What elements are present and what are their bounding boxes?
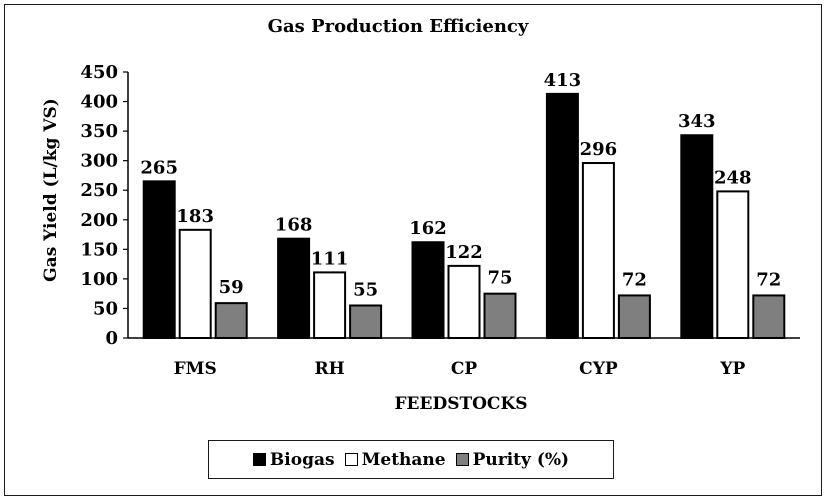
data-label-biogas-cyp: 413 (544, 70, 582, 91)
bar-purity-cyp (617, 294, 651, 340)
data-label-methane-fms: 183 (176, 206, 214, 227)
data-label-purity-cp: 75 (487, 268, 512, 289)
x-tick-label-cp: CP (451, 359, 478, 379)
data-label-purity-cyp: 72 (622, 269, 647, 290)
legend-label-purity: Purity (%) (472, 449, 570, 470)
y-tick-label: 400 (80, 92, 118, 113)
data-label-methane-rh: 111 (311, 248, 349, 269)
legend-item-purity: Purity (%) (455, 449, 570, 470)
legend-swatch-biogas (252, 453, 266, 466)
y-tick-label: 350 (80, 121, 118, 142)
bar-biogas-yp (680, 134, 714, 339)
bar-biogas-cp (411, 241, 445, 340)
data-label-biogas-rh: 168 (275, 215, 313, 236)
bar-biogas-cyp (545, 92, 579, 339)
bar-purity-rh (349, 304, 383, 340)
bar-biogas-fms (142, 180, 176, 339)
bar-biogas-rh (277, 237, 311, 339)
data-label-biogas-fms: 265 (140, 157, 178, 178)
x-tick-label-yp: YP (719, 359, 745, 379)
legend-item-biogas: Biogas (252, 449, 335, 470)
bar-methane-cyp (581, 162, 615, 339)
data-label-biogas-yp: 343 (678, 111, 716, 132)
y-tick-label: 450 (80, 62, 118, 83)
plot-area: 0 50 100 150 200 250 300 350 400 450 265 183 59 FMS 16… (80, 62, 800, 379)
bar-purity-fms (214, 302, 248, 340)
bar-methane-fms (178, 228, 212, 339)
x-tick-label-cyp: CYP (579, 359, 618, 379)
legend-label-methane: Methane (361, 449, 446, 470)
legend-swatch-methane (344, 453, 358, 466)
y-tick-label: 100 (80, 269, 118, 290)
data-label-purity-rh: 55 (353, 279, 378, 300)
bar-purity-yp (752, 294, 786, 340)
legend-swatch-purity (455, 453, 469, 466)
legend-item-methane: Methane (344, 449, 446, 470)
chart-frame (4, 4, 822, 496)
bar-methane-cp (447, 264, 481, 339)
y-axis-label: Gas Yield (L/kg VS) (41, 98, 61, 282)
bar-methane-rh (313, 271, 347, 339)
data-label-methane-cyp: 296 (580, 139, 618, 160)
data-label-biogas-cp: 162 (409, 218, 447, 239)
y-tick-label: 150 (80, 239, 118, 260)
y-tick-label: 250 (80, 180, 118, 201)
y-tick-label: 0 (105, 328, 118, 349)
data-label-purity-fms: 59 (219, 277, 244, 298)
bar-purity-cp (483, 292, 517, 339)
y-tick-label: 50 (93, 298, 118, 319)
x-tick-label-fms: FMS (174, 359, 217, 379)
legend: Biogas Methane Purity (%) (208, 440, 614, 479)
y-tick-label: 200 (80, 210, 118, 231)
chart-title: Gas Production Efficiency (268, 16, 529, 37)
y-tick-label: 300 (80, 151, 118, 172)
data-label-methane-cp: 122 (445, 242, 483, 263)
bar-methane-yp (716, 190, 750, 339)
data-label-methane-yp: 248 (714, 167, 752, 188)
x-tick-label-rh: RH (314, 359, 344, 379)
x-axis-label: FEEDSTOCKS (394, 394, 527, 414)
data-label-purity-yp: 72 (756, 269, 781, 290)
legend-label-biogas: Biogas (269, 449, 335, 470)
